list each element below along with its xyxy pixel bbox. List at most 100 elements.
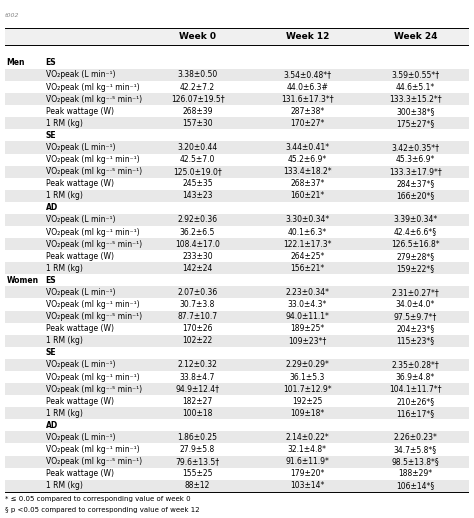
Text: 160±21*: 160±21* xyxy=(290,191,325,200)
Text: V̇O₂peak (L min⁻¹): V̇O₂peak (L min⁻¹) xyxy=(46,70,115,79)
Bar xyxy=(5,335,469,347)
Text: ES: ES xyxy=(46,59,56,67)
Text: 133.3±15.2*†: 133.3±15.2*† xyxy=(389,95,442,104)
Text: 125.0±19.0†: 125.0±19.0† xyxy=(173,167,222,176)
Text: 2.14±0.22*: 2.14±0.22* xyxy=(285,433,329,442)
Text: V̇O₂peak (ml kg⁻¹ min⁻¹): V̇O₂peak (ml kg⁻¹ min⁻¹) xyxy=(46,227,139,237)
Text: 100±18: 100±18 xyxy=(182,409,213,418)
Text: 182±27: 182±27 xyxy=(182,397,213,406)
Bar xyxy=(5,214,469,226)
Bar xyxy=(5,141,469,153)
Text: 170±27*: 170±27* xyxy=(290,119,325,128)
Bar xyxy=(5,93,469,105)
Text: 2.12±0.32: 2.12±0.32 xyxy=(178,361,218,369)
Text: 3.44±0.41*: 3.44±0.41* xyxy=(285,143,329,152)
Text: * ≤ 0.05 compared to corresponding value of week 0: * ≤ 0.05 compared to corresponding value… xyxy=(5,496,191,502)
Text: 45.3±6.9*: 45.3±6.9* xyxy=(396,155,435,164)
Text: 101.7±12.9*: 101.7±12.9* xyxy=(283,384,332,394)
Text: 204±23*§: 204±23*§ xyxy=(396,324,435,333)
Text: 3.30±0.34*: 3.30±0.34* xyxy=(285,215,329,224)
Text: Women: Women xyxy=(7,276,39,285)
Bar xyxy=(5,28,469,45)
Bar xyxy=(5,238,469,250)
Text: Peak wattage (W): Peak wattage (W) xyxy=(46,179,114,188)
Text: 116±17*§: 116±17*§ xyxy=(396,409,435,418)
Text: t002: t002 xyxy=(5,13,19,18)
Text: 1.86±0.25: 1.86±0.25 xyxy=(178,433,218,442)
Bar xyxy=(5,286,469,298)
Text: 287±38*: 287±38* xyxy=(290,107,325,116)
Text: V̇O₂peak (ml kg⁻·⁵ min⁻¹): V̇O₂peak (ml kg⁻·⁵ min⁻¹) xyxy=(46,457,142,466)
Text: 179±20*: 179±20* xyxy=(290,469,325,478)
Text: V̇O₂peak (L min⁻¹): V̇O₂peak (L min⁻¹) xyxy=(46,288,115,297)
Text: V̇O₂peak (ml kg⁻¹ min⁻¹): V̇O₂peak (ml kg⁻¹ min⁻¹) xyxy=(46,445,139,454)
Text: 44.6±5.1*: 44.6±5.1* xyxy=(396,82,435,92)
Text: 42.5±7.0: 42.5±7.0 xyxy=(180,155,215,164)
Text: 279±28*§: 279±28*§ xyxy=(396,252,435,261)
Text: V̇O₂peak (ml kg⁻¹ min⁻¹): V̇O₂peak (ml kg⁻¹ min⁻¹) xyxy=(46,82,139,92)
Text: 1 RM (kg): 1 RM (kg) xyxy=(46,481,82,490)
Bar xyxy=(5,480,469,492)
Text: 2.26±0.23*: 2.26±0.23* xyxy=(393,433,438,442)
Text: Peak wattage (W): Peak wattage (W) xyxy=(46,107,114,116)
Text: ES: ES xyxy=(46,276,56,285)
Text: 126.07±19.5†: 126.07±19.5† xyxy=(171,95,224,104)
Text: 115±23*§: 115±23*§ xyxy=(396,336,435,346)
Text: V̇O₂peak (ml kg⁻·⁵ min⁻¹): V̇O₂peak (ml kg⁻·⁵ min⁻¹) xyxy=(46,95,142,104)
Text: 2.92±0.36: 2.92±0.36 xyxy=(177,215,218,224)
Text: 170±26: 170±26 xyxy=(182,324,213,333)
Text: 300±38*§: 300±38*§ xyxy=(396,107,435,116)
Text: 36.1±5.3: 36.1±5.3 xyxy=(290,372,325,382)
Text: § p <0.05 compared to corresponding value of week 12: § p <0.05 compared to corresponding valu… xyxy=(5,507,200,513)
Text: V̇O₂peak (ml kg⁻·⁵ min⁻¹): V̇O₂peak (ml kg⁻·⁵ min⁻¹) xyxy=(46,384,142,394)
Text: V̇O₂peak (ml kg⁻¹ min⁻¹): V̇O₂peak (ml kg⁻¹ min⁻¹) xyxy=(46,372,139,382)
Bar xyxy=(5,166,469,178)
Text: 189±25*: 189±25* xyxy=(290,324,325,333)
Text: 2.35±0.28*†: 2.35±0.28*† xyxy=(392,361,439,369)
Text: 1 RM (kg): 1 RM (kg) xyxy=(46,119,82,128)
Text: Peak wattage (W): Peak wattage (W) xyxy=(46,324,114,333)
Text: 40.1±6.3*: 40.1±6.3* xyxy=(288,227,327,237)
Text: 268±37*: 268±37* xyxy=(290,179,325,188)
Text: 3.42±0.35*†: 3.42±0.35*† xyxy=(392,143,439,152)
Text: 108.4±17.0: 108.4±17.0 xyxy=(175,240,220,249)
Text: 106±14*§: 106±14*§ xyxy=(396,481,435,490)
Text: 42.4±6.6*§: 42.4±6.6*§ xyxy=(394,227,437,237)
Text: 3.39±0.34*: 3.39±0.34* xyxy=(393,215,438,224)
Text: 133.4±18.2*: 133.4±18.2* xyxy=(283,167,332,176)
Text: 143±23: 143±23 xyxy=(182,191,213,200)
Bar xyxy=(5,190,469,202)
Text: Peak wattage (W): Peak wattage (W) xyxy=(46,469,114,478)
Bar xyxy=(5,407,469,419)
Text: 1 RM (kg): 1 RM (kg) xyxy=(46,264,82,273)
Text: 2.23±0.34*: 2.23±0.34* xyxy=(285,288,329,297)
Text: 1 RM (kg): 1 RM (kg) xyxy=(46,409,82,418)
Text: 30.7±3.8: 30.7±3.8 xyxy=(180,300,215,309)
Text: 34.0±4.0*: 34.0±4.0* xyxy=(396,300,435,309)
Text: 2.29±0.29*: 2.29±0.29* xyxy=(285,361,329,369)
Text: 33.0±4.3*: 33.0±4.3* xyxy=(288,300,327,309)
Text: 94.9±12.4†: 94.9±12.4† xyxy=(175,384,219,394)
Text: 122.1±17.3*: 122.1±17.3* xyxy=(283,240,332,249)
Text: 155±25: 155±25 xyxy=(182,469,213,478)
Text: 32.1±4.8*: 32.1±4.8* xyxy=(288,445,327,454)
Text: 103±14*: 103±14* xyxy=(290,481,325,490)
Text: 3.54±0.48*†: 3.54±0.48*† xyxy=(283,70,331,79)
Text: 98.5±13.8*§: 98.5±13.8*§ xyxy=(392,457,439,466)
Text: 36.9±4.8*: 36.9±4.8* xyxy=(396,372,435,382)
Text: V̇O₂peak (L min⁻¹): V̇O₂peak (L min⁻¹) xyxy=(46,215,115,224)
Text: 188±29*: 188±29* xyxy=(398,469,432,478)
Text: 102±22: 102±22 xyxy=(182,336,213,346)
Text: V̇O₂peak (ml kg⁻¹ min⁻¹): V̇O₂peak (ml kg⁻¹ min⁻¹) xyxy=(46,300,139,309)
Text: 142±24: 142±24 xyxy=(182,264,213,273)
Bar xyxy=(5,117,469,130)
Text: 104.1±11.7*†: 104.1±11.7*† xyxy=(389,384,442,394)
Text: Week 12: Week 12 xyxy=(286,32,329,41)
Text: 87.7±10.7: 87.7±10.7 xyxy=(177,312,218,321)
Text: 268±39: 268±39 xyxy=(182,107,213,116)
Text: V̇O₂peak (ml kg⁻¹ min⁻¹): V̇O₂peak (ml kg⁻¹ min⁻¹) xyxy=(46,155,139,164)
Bar xyxy=(5,455,469,468)
Text: 79.6±13.5†: 79.6±13.5† xyxy=(175,457,219,466)
Text: AD: AD xyxy=(46,421,58,430)
Text: 166±20*§: 166±20*§ xyxy=(396,191,435,200)
